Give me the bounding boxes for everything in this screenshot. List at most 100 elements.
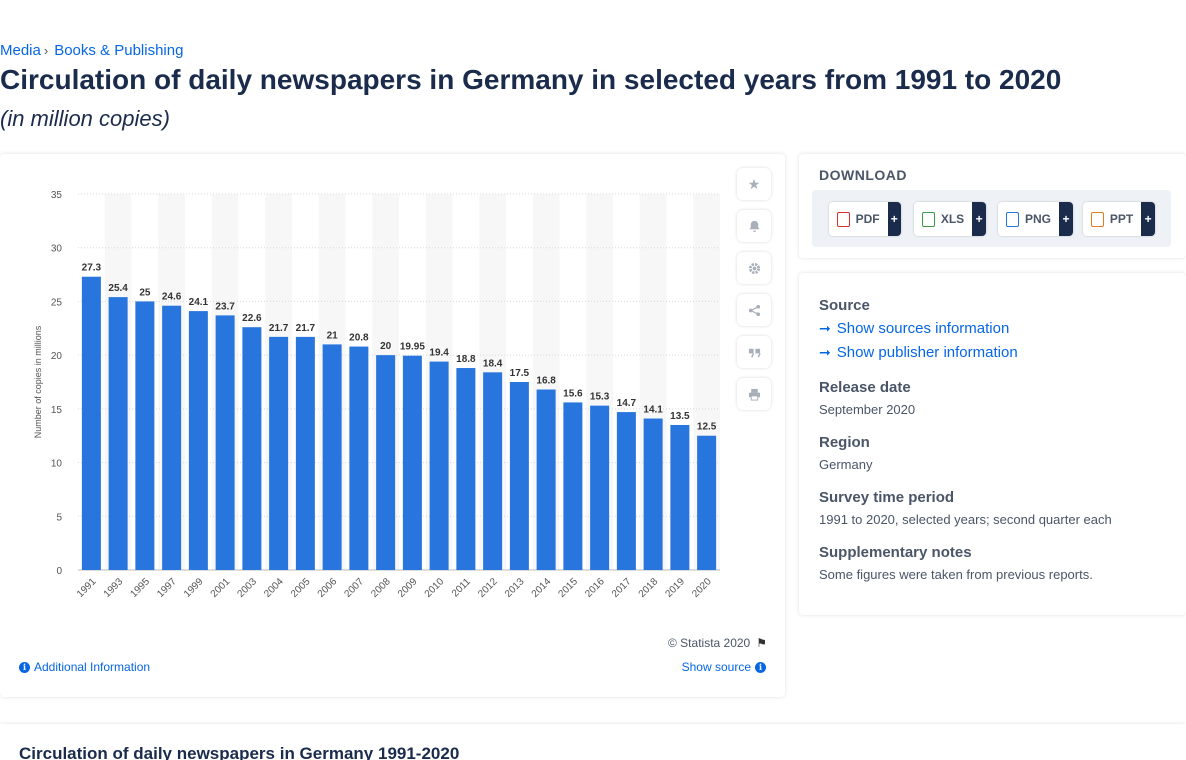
y-tick-label: 15	[51, 405, 63, 416]
data-label: 17.5	[510, 368, 530, 379]
x-tick-label: 2018	[637, 576, 661, 600]
breadcrumb-item-books-publishing[interactable]: Books & Publishing	[54, 42, 184, 59]
share-button[interactable]	[737, 294, 771, 326]
data-label: 19.4	[429, 348, 449, 359]
bell-icon	[748, 220, 760, 232]
data-label: 16.8	[536, 376, 556, 387]
settings-button[interactable]	[737, 252, 771, 284]
xls-icon	[922, 211, 935, 227]
bar	[643, 418, 663, 570]
bar	[563, 402, 583, 570]
x-tick-label: 1995	[128, 576, 152, 600]
plus-icon: +	[972, 202, 986, 236]
bar-chart: 0 5 10 15 20 25 30 35 Number of copies in millio…	[33, 190, 720, 600]
data-label: 24.1	[189, 297, 209, 308]
info-icon: i	[19, 661, 30, 673]
bar	[322, 344, 342, 570]
release-date-value: September 2020	[819, 402, 916, 417]
x-tick-label: 1997	[155, 576, 179, 600]
data-label: 13.5	[670, 411, 690, 422]
related-statistic-card: Circulation of daily newspapers in Germa…	[0, 724, 1186, 760]
bar	[456, 368, 476, 570]
download-card: DOWNLOAD PDF + XLS + PNG + PPT +	[799, 154, 1186, 258]
y-tick-label: 0	[56, 566, 62, 577]
bar	[616, 412, 636, 570]
bar	[536, 389, 556, 570]
bar	[81, 276, 101, 570]
bar	[509, 382, 529, 570]
flag-icon[interactable]: ⚑	[756, 636, 767, 650]
data-label: 20	[380, 341, 392, 352]
y-tick-label: 10	[51, 459, 63, 470]
statistic-details-card: Source ➞ Show sources information ➞ Show…	[799, 273, 1186, 615]
notify-button[interactable]	[737, 210, 771, 242]
bar	[590, 405, 610, 570]
data-label: 27.3	[82, 263, 102, 274]
supplementary-notes-label: Supplementary notes	[819, 544, 972, 561]
data-label: 21.7	[269, 323, 289, 334]
favorite-button[interactable]: ★	[737, 168, 771, 200]
bar	[162, 305, 182, 570]
x-tick-label: 2007	[342, 576, 366, 600]
data-label: 18.8	[456, 354, 476, 365]
x-tick-label: 2008	[369, 576, 393, 600]
x-tick-label: 1999	[182, 576, 206, 600]
bar	[376, 355, 396, 570]
related-statistic-title[interactable]: Circulation of daily newspapers in Germa…	[19, 744, 460, 760]
show-source-link[interactable]: Show source i	[682, 660, 766, 674]
breadcrumb-separator: ›	[43, 43, 49, 58]
x-tick-label: 2020	[690, 576, 714, 600]
data-label: 24.6	[162, 292, 182, 303]
x-tick-label: 2003	[235, 576, 259, 600]
x-tick-label: 2006	[316, 576, 340, 600]
x-tick-label: 2004	[262, 576, 286, 600]
download-options: PDF + XLS + PNG + PPT +	[812, 190, 1171, 247]
show-publisher-label: Show publisher information	[836, 344, 1018, 361]
download-ppt-button[interactable]: PPT +	[1083, 202, 1155, 236]
plus-icon: +	[887, 202, 901, 236]
data-label: 25.4	[108, 283, 128, 294]
chart-tools: ★	[737, 168, 771, 410]
survey-period-value: 1991 to 2020, selected years; second qua…	[819, 512, 1112, 527]
x-tick-label: 2016	[583, 576, 607, 600]
data-label: 19.95	[400, 342, 425, 353]
additional-information-link[interactable]: i Additional Information	[19, 660, 150, 674]
data-label: 14.7	[617, 398, 637, 409]
bar	[215, 315, 235, 570]
breadcrumb-item-media[interactable]: Media	[0, 42, 41, 59]
download-title: DOWNLOAD	[819, 167, 907, 183]
plus-icon: +	[1059, 202, 1073, 236]
bar	[402, 355, 422, 570]
download-pdf-button[interactable]: PDF +	[829, 202, 901, 236]
data-label: 15.6	[563, 388, 583, 399]
data-label: 22.6	[242, 313, 262, 324]
copyright-text: © Statista 2020	[668, 636, 751, 650]
bar	[242, 327, 262, 570]
plus-icon: +	[1141, 202, 1155, 236]
gear-icon	[748, 262, 760, 274]
cite-button[interactable]	[737, 336, 771, 368]
y-tick-label: 20	[51, 351, 63, 362]
print-button[interactable]	[737, 378, 771, 410]
x-tick-label: 2014	[530, 576, 554, 600]
x-tick-label: 2011	[450, 576, 473, 599]
quote-icon	[748, 348, 761, 357]
download-xls-button[interactable]: XLS +	[914, 202, 986, 236]
release-date-label: Release date	[819, 379, 911, 396]
bar	[188, 311, 208, 570]
chart-copyright: © Statista 2020 ⚑	[668, 636, 767, 650]
show-publisher-link[interactable]: ➞ Show publisher information	[819, 344, 1018, 361]
show-sources-link[interactable]: ➞ Show sources information	[819, 320, 1009, 337]
bar	[697, 435, 717, 570]
download-png-button[interactable]: PNG +	[998, 202, 1073, 236]
data-label: 23.7	[215, 301, 235, 312]
page-title: Circulation of daily newspapers in Germa…	[0, 64, 1062, 95]
arrow-right-icon: ➞	[819, 344, 831, 360]
bar	[429, 361, 449, 570]
x-tick-label: 2005	[289, 576, 313, 600]
bar	[269, 336, 289, 570]
download-xls-label: XLS	[940, 212, 965, 226]
region-label: Region	[819, 434, 870, 451]
download-pdf-label: PDF	[855, 212, 880, 226]
bar	[295, 336, 315, 570]
